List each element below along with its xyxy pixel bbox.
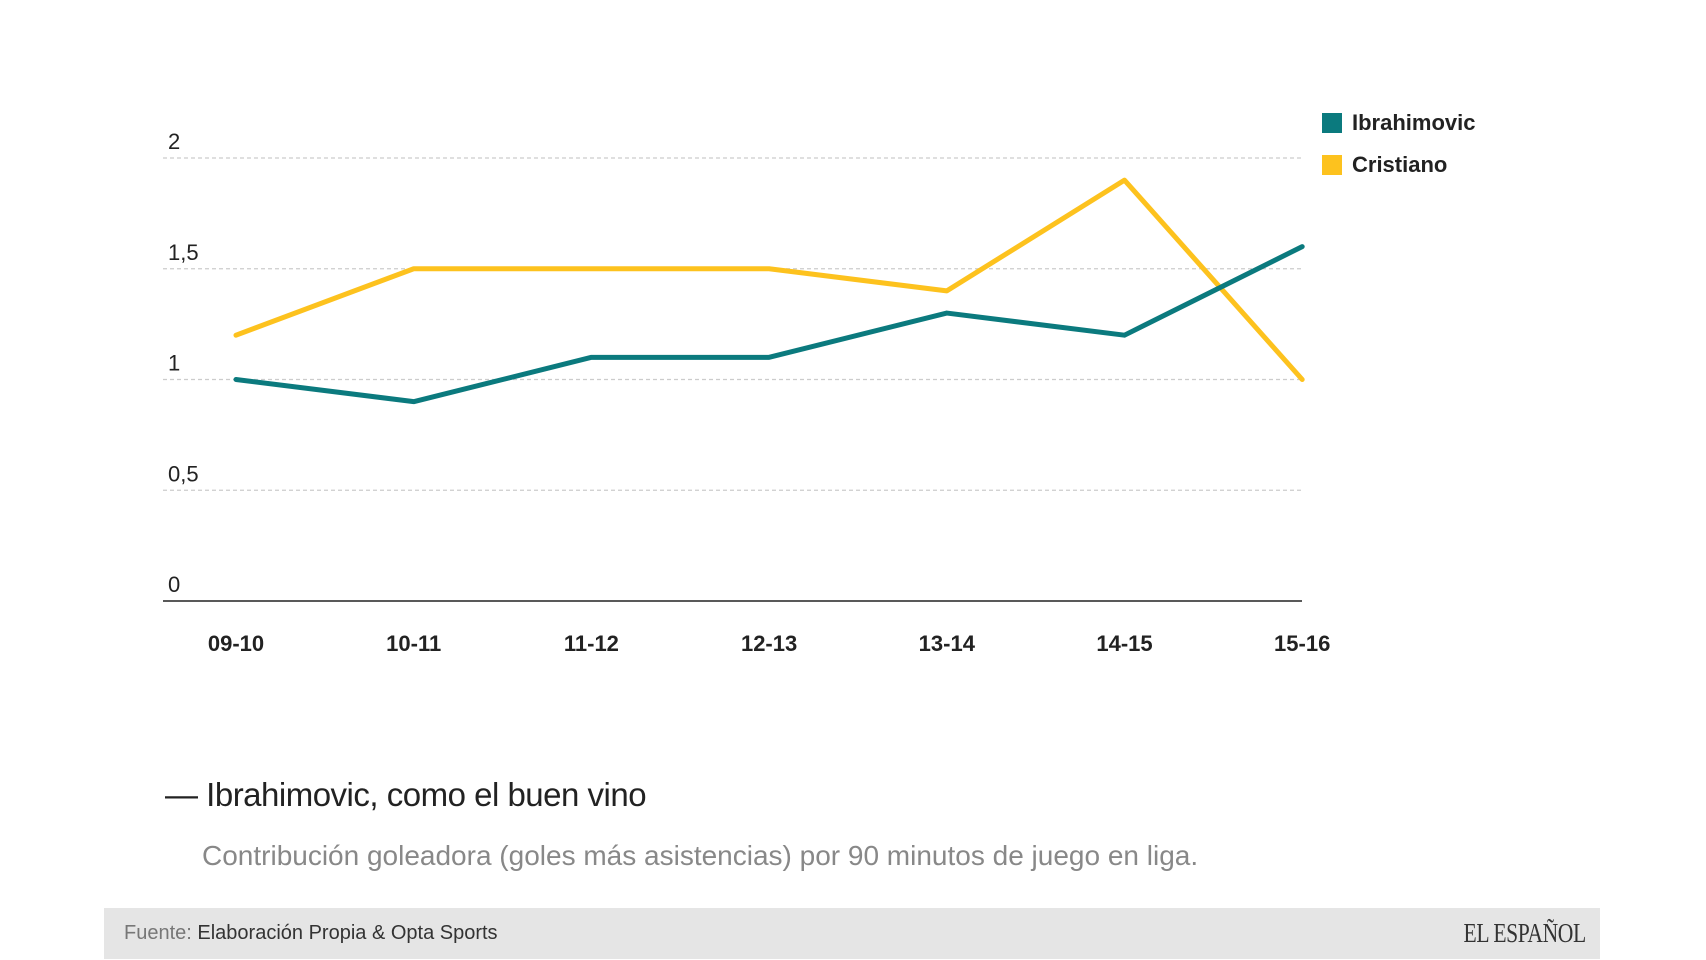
legend-swatch bbox=[1322, 113, 1342, 133]
source-text: Elaboración Propia & Opta Sports bbox=[197, 922, 498, 944]
series-line-cristiano bbox=[233, 177, 1305, 382]
source-label: Fuente: bbox=[124, 922, 192, 944]
source: Fuente: Elaboración Propia & Opta Sports bbox=[124, 922, 498, 945]
legend-label: Ibrahimovic bbox=[1352, 110, 1476, 135]
x-tick-label: 15-16 bbox=[1274, 631, 1330, 656]
x-tick-label: 09-10 bbox=[208, 631, 264, 656]
el-espanol-logo: EL ESPAÑOL bbox=[1463, 918, 1587, 948]
line-chart: 0 0,5 1 1,5 2 09-10 10-11 11-12 12-13 13-14 14-15 1… bbox=[163, 129, 1330, 656]
y-tick-label: 1 bbox=[168, 351, 180, 376]
legend-item-ibrahimovic: Ibrahimovic bbox=[1322, 102, 1475, 144]
chart-subtitle: Contribución goleadora (goles más asiste… bbox=[202, 840, 1199, 871]
y-tick-label: 0,5 bbox=[168, 461, 199, 486]
series-line-ibrahimovic bbox=[233, 244, 1305, 405]
x-tick-label: 13-14 bbox=[919, 631, 976, 656]
footer: Fuente: Elaboración Propia & Opta Sports… bbox=[104, 908, 1600, 959]
chart-title: — Ibrahimovic, como el buen vino bbox=[165, 776, 647, 813]
legend-item-cristiano: Cristiano bbox=[1322, 144, 1475, 186]
x-tick-label: 12-13 bbox=[741, 631, 797, 656]
x-tick-label: 14-15 bbox=[1096, 631, 1152, 656]
x-tick-label: 11-12 bbox=[564, 631, 619, 656]
y-tick-label: 2 bbox=[168, 129, 180, 154]
legend-swatch bbox=[1322, 155, 1342, 175]
legend: Ibrahimovic Cristiano bbox=[1322, 102, 1475, 186]
y-tick-label: 0 bbox=[168, 572, 180, 597]
x-tick-label: 10-11 bbox=[386, 631, 441, 656]
y-tick-label: 1,5 bbox=[168, 240, 199, 265]
legend-label: Cristiano bbox=[1352, 152, 1448, 177]
